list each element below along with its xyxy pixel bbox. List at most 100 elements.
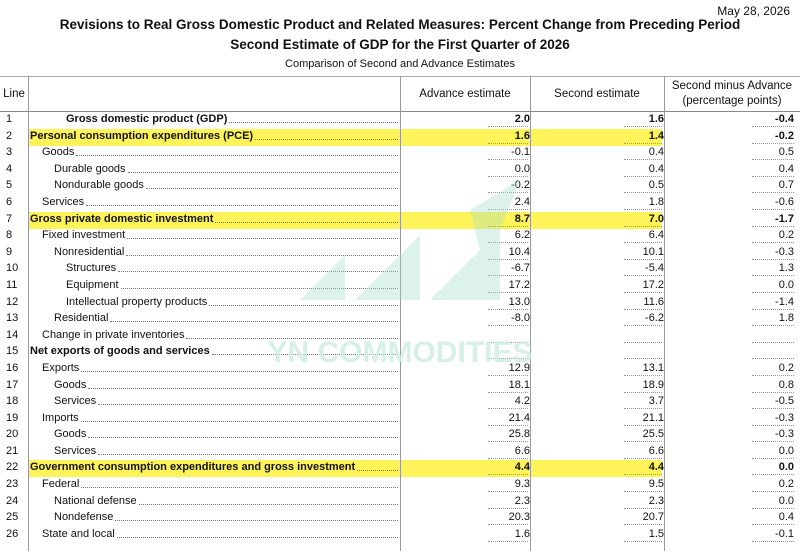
cell-underline [624,291,662,293]
row-highlight [28,460,662,478]
value-diff: -0.5 [775,395,794,408]
table-row: 17 Goods 18.1 18.9 0.8 [0,378,800,395]
value-sec: 3.7 [648,395,664,408]
line-number: 11 [6,278,18,291]
line-number: 6 [6,195,13,208]
leader-dots [255,138,398,140]
cell-underline [488,325,528,327]
table-row: 11 Equipment 17.2 17.2 0.0 [0,278,800,295]
row-label: Services [54,395,97,408]
leader-dots [212,354,398,356]
cell-underline [488,507,528,509]
value-adv: 20.3 [508,511,530,524]
leader-dots [81,370,398,372]
table-body: 1 Gross domestic product (GDP) 2.0 1.6 -0.4 2… [0,112,800,543]
value-sec: 18.9 [642,378,664,391]
value-adv: 2.0 [514,113,530,125]
row-label: Goods [42,146,75,159]
table-row: 18 Services 4.2 3.7 -0.5 [0,394,800,411]
leader-dots [186,337,398,339]
line-number: 8 [6,229,13,242]
row-label: Durable goods [54,162,126,175]
value-diff: 0.0 [778,444,794,457]
table-row: 23 Federal 9.3 9.5 0.2 [0,477,800,494]
value-diff: -1.4 [775,295,794,308]
line-number: 1 [6,113,13,125]
value-adv: -8.0 [511,312,530,325]
value-sec: 1.4 [648,129,664,142]
cell-underline [624,175,662,177]
line-number: 22 [6,461,19,474]
table-row: 9 Nonresidential 10.4 10.1 -0.3 [0,245,800,262]
row-label: Personal consumption expenditures (PCE) [30,129,254,142]
value-sec: 9.5 [648,478,664,491]
header-diff: Second minus Advance (percentage points) [664,77,800,111]
value-adv: 6.6 [514,444,530,457]
value-sec: 1.6 [648,113,664,125]
cell-underline [624,341,662,343]
cell-underline [488,291,528,293]
table-row: 2 Personal consumption expenditures (PCE)… [0,128,800,146]
cell-underline [488,242,528,244]
cell-underline [752,225,794,227]
line-number: 18 [6,395,19,408]
cell-underline [624,192,662,194]
cell-underline [752,208,794,210]
value-adv: 4.2 [514,395,530,408]
table-row: 3 Goods -0.1 0.4 0.5 [0,145,800,162]
table-row: 16 Exports 12.9 13.1 0.2 [0,361,800,378]
cell-underline [488,457,528,459]
value-diff: -1.7 [775,212,794,225]
line-number: 25 [6,511,19,524]
line-number: 4 [6,162,13,175]
leader-dots [81,420,398,422]
leader-dots [118,271,398,273]
cell-underline [488,358,528,360]
table-row: 12 Intellectual property products 13.0 11.6… [0,295,800,312]
value-sec: 20.7 [642,511,664,524]
table-row: 6 Services 2.4 1.8 -0.6 [0,195,800,212]
report-date: May 28, 2026 [717,4,790,18]
line-number: 14 [6,328,19,341]
leader-dots [146,188,398,190]
value-sec: -6.2 [645,312,664,325]
cell-underline [624,408,662,410]
line-number: 24 [6,494,19,507]
header-advance: Advance estimate [419,87,511,100]
table-row: 1 Gross domestic product (GDP) 2.0 1.6 -0.4 [0,112,800,129]
cell-underline [624,491,662,493]
cell-underline [624,242,662,244]
cell-underline [488,258,528,260]
cell-underline [752,258,794,260]
row-label: Goods [54,428,87,441]
value-diff: 0.0 [778,278,794,291]
cell-underline [488,441,528,443]
leader-dots [110,321,398,323]
value-diff: -0.3 [775,428,794,441]
cell-underline [752,175,794,177]
cell-underline [624,325,662,327]
cell-underline [488,175,528,177]
row-label: Net exports of goods and services [30,345,210,358]
row-label: Nondurable goods [54,179,144,192]
cell-underline [624,474,662,476]
value-diff: -0.6 [775,195,794,208]
value-adv: 2.4 [514,195,530,208]
leader-dots [139,503,398,505]
cell-underline [752,457,794,459]
value-sec: -5.4 [645,262,664,275]
leader-dots [98,404,398,406]
value-diff: 0.2 [778,361,794,374]
cell-underline [624,441,662,443]
cell-underline [752,491,794,493]
line-number: 7 [6,212,13,225]
line-number: 16 [6,361,19,374]
value-diff: 0.7 [778,179,794,192]
value-adv: 9.3 [514,478,530,491]
table-caption: Comparison of Second and Advance Estimat… [285,58,515,70]
cell-underline [488,391,528,393]
line-number: 9 [6,245,13,258]
cell-underline [488,208,528,210]
row-label: Government consumption expenditures and … [30,461,356,474]
table-row: 5 Nondurable goods -0.2 0.5 0.7 [0,178,800,195]
